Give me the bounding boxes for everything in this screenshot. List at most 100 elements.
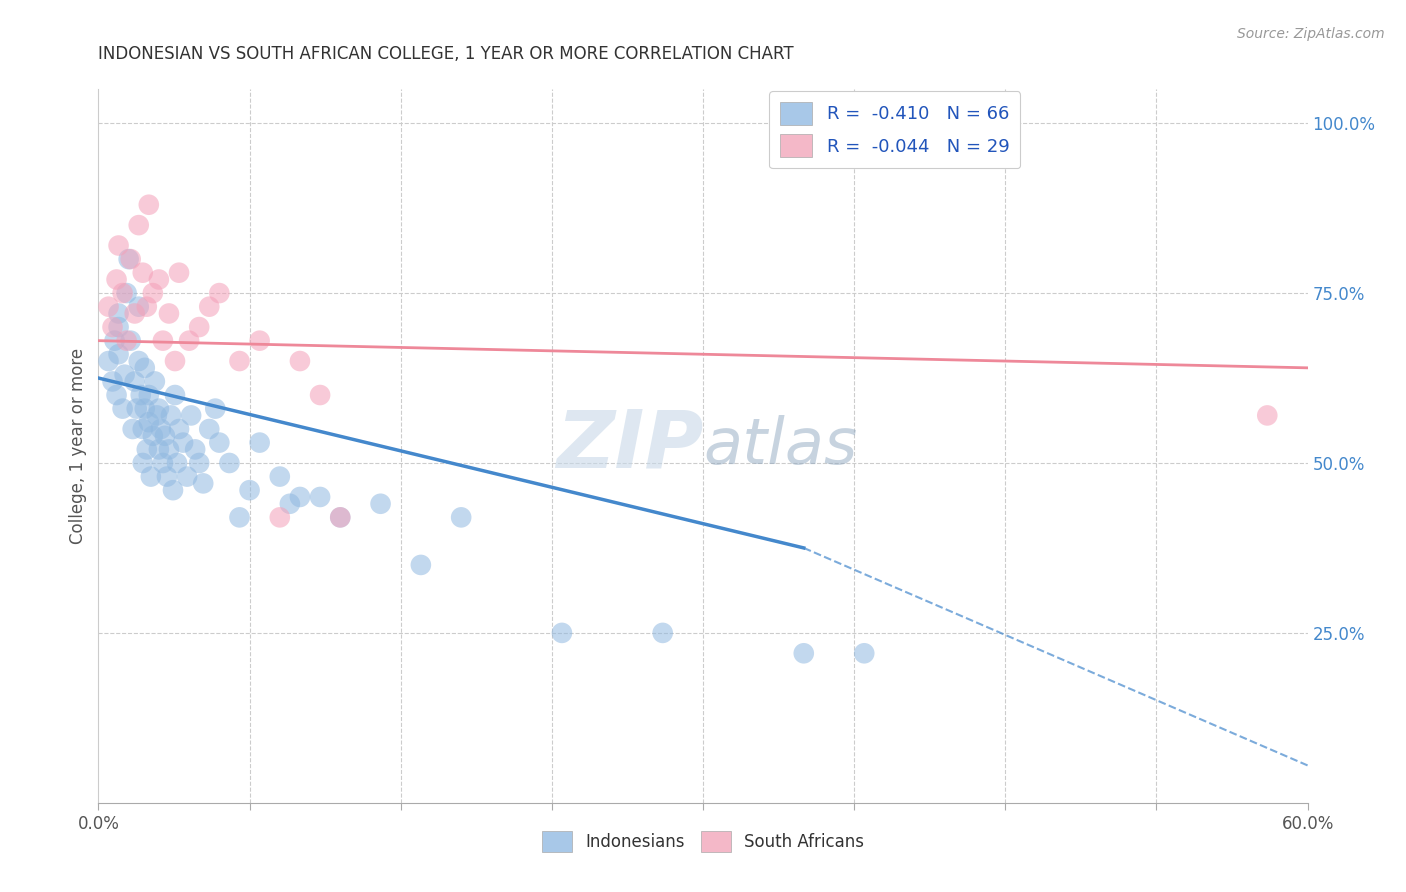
Point (156, 469, 179, 483)
Point (163, 388, 186, 402)
Point (160, 409, 183, 423)
Point (97, 354, 120, 368)
Point (551, 626, 574, 640)
Point (651, 626, 673, 640)
Legend: Indonesians, South Africans: Indonesians, South Africans (534, 824, 872, 859)
Point (105, 272, 128, 286)
Point (208, 286, 231, 301)
Point (125, 401, 148, 416)
Point (172, 435, 194, 450)
Point (269, 469, 291, 483)
Point (239, 483, 262, 498)
Point (148, 401, 170, 416)
Point (167, 266, 190, 280)
Point (167, 422, 190, 436)
Point (129, 388, 152, 402)
Point (107, 306, 129, 320)
Point (157, 442, 180, 457)
Point (218, 456, 240, 470)
Point (370, 497, 392, 511)
Point (97, 300, 120, 314)
Point (143, 375, 166, 389)
Point (138, 198, 160, 212)
Point (115, 334, 138, 348)
Point (132, 266, 155, 280)
Text: INDONESIAN VS SOUTH AFRICAN COLLEGE, 1 YEAR OR MORE CORRELATION CHART: INDONESIAN VS SOUTH AFRICAN COLLEGE, 1 Y… (98, 45, 794, 62)
Point (309, 490, 332, 504)
Y-axis label: College, 1 year or more: College, 1 year or more (69, 348, 87, 544)
Point (204, 401, 226, 416)
Point (184, 442, 207, 457)
Point (101, 375, 124, 389)
Point (450, 510, 472, 524)
Point (115, 286, 138, 301)
Point (152, 334, 174, 348)
Point (138, 388, 160, 402)
Point (132, 456, 155, 470)
Point (138, 415, 160, 429)
Point (148, 442, 170, 457)
Point (103, 334, 125, 348)
Point (148, 272, 170, 286)
Point (179, 334, 201, 348)
Point (793, 646, 815, 660)
Point (249, 435, 271, 450)
Point (166, 456, 188, 470)
Point (269, 510, 291, 524)
Point (278, 497, 301, 511)
Point (120, 252, 142, 266)
Point (157, 306, 180, 320)
Point (180, 409, 202, 423)
Point (120, 334, 142, 348)
Point (153, 429, 176, 443)
Point (329, 510, 352, 524)
Point (193, 476, 215, 491)
Point (288, 354, 311, 368)
Point (152, 456, 174, 470)
Point (107, 238, 129, 252)
Point (176, 469, 198, 483)
Point (105, 388, 128, 402)
Point (1256, 409, 1278, 423)
Point (249, 334, 271, 348)
Point (111, 286, 134, 301)
Point (149, 422, 172, 436)
Point (208, 435, 231, 450)
Point (329, 510, 352, 524)
Point (111, 401, 134, 416)
Point (121, 422, 143, 436)
Point (107, 320, 129, 334)
Point (128, 218, 150, 232)
Point (134, 360, 156, 375)
Point (114, 368, 136, 382)
Text: atlas: atlas (703, 415, 858, 477)
Point (101, 320, 124, 334)
Point (188, 320, 211, 334)
Point (124, 306, 146, 320)
Point (135, 442, 157, 457)
Text: ZIP: ZIP (555, 407, 703, 485)
Text: Source: ZipAtlas.com: Source: ZipAtlas.com (1237, 27, 1385, 41)
Point (118, 252, 141, 266)
Point (163, 354, 186, 368)
Point (135, 300, 157, 314)
Point (288, 490, 311, 504)
Point (188, 456, 211, 470)
Point (162, 483, 184, 498)
Point (228, 354, 250, 368)
Point (198, 422, 221, 436)
Point (142, 429, 165, 443)
Point (128, 300, 150, 314)
Point (132, 422, 155, 436)
Point (309, 388, 332, 402)
Point (139, 469, 162, 483)
Point (142, 286, 165, 301)
Point (107, 347, 129, 361)
Point (409, 558, 432, 572)
Point (853, 646, 876, 660)
Point (146, 409, 169, 423)
Point (128, 354, 150, 368)
Point (228, 510, 250, 524)
Point (124, 375, 146, 389)
Point (198, 300, 221, 314)
